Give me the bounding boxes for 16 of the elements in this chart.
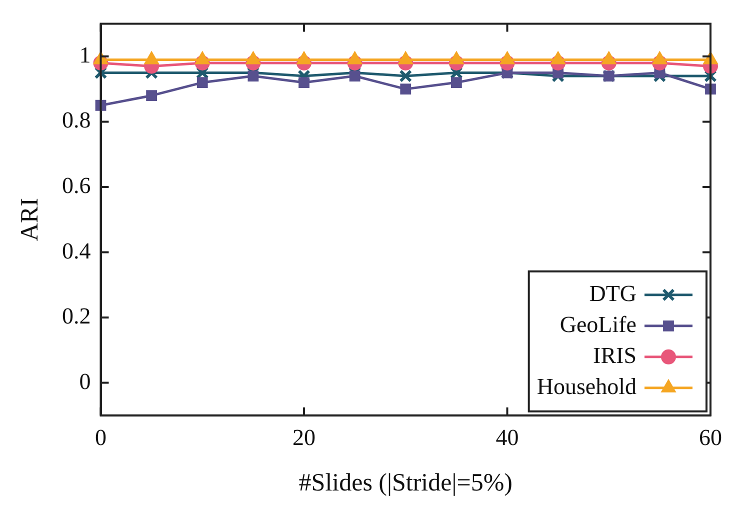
y-tick-label: 0.8 — [62, 108, 91, 133]
x-tick-label: 0 — [95, 425, 106, 450]
legend-label: IRIS — [593, 342, 636, 368]
y-tick-label: 0 — [79, 368, 91, 394]
x-tick-label: 20 — [292, 425, 316, 450]
y-axis-title: ARI — [16, 198, 44, 242]
legend-label: DTG — [589, 280, 636, 306]
y-tick-label: 1 — [79, 42, 91, 68]
legend-label: Household — [536, 374, 637, 399]
y-tick-label: 0.4 — [62, 238, 92, 264]
y-tick-label: 0.2 — [62, 304, 91, 329]
legend-label: GeoLife — [560, 312, 636, 337]
y-tick-label: 0.6 — [62, 173, 91, 198]
x-axis-title: #Slides (|Stride|=5%) — [298, 470, 512, 497]
x-tick-label: 60 — [699, 425, 722, 450]
x-tick-label: 40 — [496, 425, 519, 450]
